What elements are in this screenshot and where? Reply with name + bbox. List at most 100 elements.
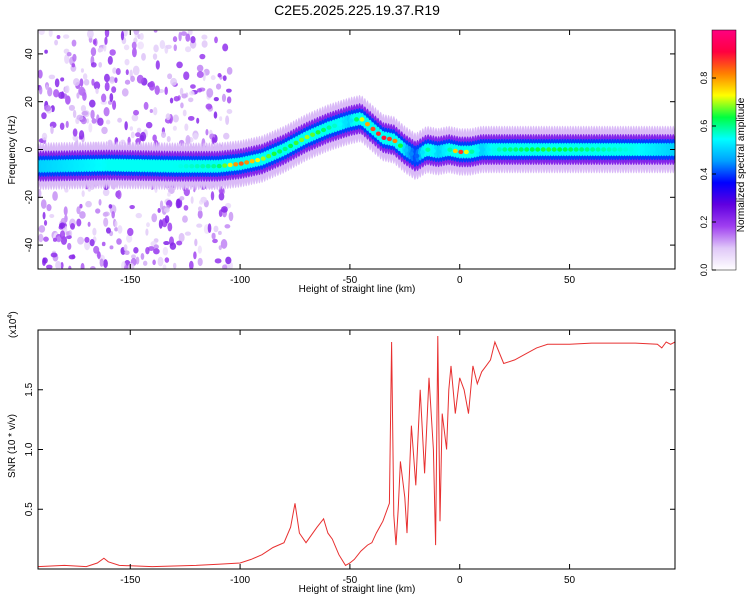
heatmap-noise-cell bbox=[72, 109, 77, 119]
heatmap-noise-cell bbox=[226, 66, 233, 75]
heatmap-noise-cell bbox=[78, 86, 86, 96]
heatmap-noise-cell bbox=[213, 225, 219, 233]
heatmap-noise-cell bbox=[188, 97, 194, 103]
heatmap-noise-cell bbox=[64, 85, 68, 94]
heatmap-peak-cell bbox=[485, 147, 491, 152]
heatmap-noise-cell bbox=[54, 39, 59, 46]
heatmap-noise-cell bbox=[157, 256, 164, 267]
heatmap-noise-cell bbox=[173, 95, 180, 102]
heatmap-peak-cell bbox=[40, 163, 46, 169]
heatmap-noise-cell bbox=[153, 107, 158, 116]
heatmap-noise-cell bbox=[126, 234, 133, 243]
heatmap-noise-cell bbox=[225, 256, 232, 265]
heatmap-peak-cell bbox=[430, 148, 436, 154]
spectrogram-panel: -150 -100 -50 0 50 -40 -20 0 20 40 Height of stra… bbox=[7, 29, 676, 295]
heatmap-peak-cell bbox=[101, 162, 107, 168]
heatmap-noise-cell bbox=[103, 217, 109, 227]
heatmap-noise-cell bbox=[98, 47, 104, 53]
heatmap-noise-cell bbox=[130, 131, 135, 139]
heatmap-noise-cell bbox=[56, 236, 62, 243]
heatmap-noise-cell bbox=[125, 69, 129, 76]
heatmap-peak-cell bbox=[623, 147, 629, 152]
heatmap-noise-cell bbox=[137, 41, 144, 50]
heatmap-noise-cell bbox=[91, 118, 97, 124]
heatmap-noise-cell bbox=[73, 78, 80, 87]
heatmap-noise-cell bbox=[222, 264, 228, 269]
heatmap-noise-cell bbox=[52, 191, 58, 201]
heatmap-noise-cell bbox=[67, 242, 72, 250]
heatmap-peak-cell bbox=[491, 147, 497, 152]
heatmap-noise-cell bbox=[226, 88, 232, 93]
heatmap-noise-cell bbox=[45, 84, 49, 91]
heatmap-noise-cell bbox=[182, 109, 187, 117]
heatmap-noise-cell bbox=[173, 44, 177, 52]
heatmap-noise-cell bbox=[225, 115, 230, 126]
colorbar-tick-label: 0.8 bbox=[699, 72, 709, 85]
heatmap-noise-cell bbox=[182, 215, 188, 223]
colorbar-tick-label: 0.2 bbox=[699, 216, 709, 229]
heatmap-peak-cell bbox=[117, 163, 123, 168]
heatmap-peak-cell bbox=[386, 136, 392, 142]
colorbar-label: Normalized spectral amplitude bbox=[736, 97, 747, 232]
heatmap-noise-cell bbox=[128, 262, 135, 269]
snr-x-tick-label: 50 bbox=[564, 575, 576, 586]
heatmap-peak-cell bbox=[266, 153, 272, 159]
heatmap-noise-cell bbox=[153, 244, 159, 250]
heatmap-noise-cell bbox=[111, 86, 117, 93]
snr-line bbox=[38, 335, 675, 568]
heatmap-noise-cell bbox=[193, 251, 197, 260]
heatmap-peak-cell bbox=[441, 148, 447, 153]
heatmap-noise-cell bbox=[155, 60, 160, 70]
heatmap-peak-cell bbox=[299, 137, 305, 143]
snr-ticks: -150 -100 -50 0 50 0.5 1.0 1.5 bbox=[24, 330, 675, 586]
heatmap-peak-cell bbox=[90, 163, 96, 168]
heatmap-noise-cell bbox=[124, 58, 130, 66]
heatmap-noise-cell bbox=[102, 211, 109, 217]
heatmap-noise-cell bbox=[68, 104, 75, 111]
heatmap-peak-cell bbox=[57, 163, 63, 169]
heatmap-noise-cell bbox=[131, 254, 136, 259]
heatmap-noise-cell bbox=[218, 245, 222, 251]
heatmap-peak-cell bbox=[216, 163, 222, 169]
heatmap-noise-cell bbox=[116, 238, 122, 245]
heatmap-noise-cell bbox=[145, 121, 153, 129]
heatmap-noise-cell bbox=[96, 251, 101, 259]
heatmap-peak-cell bbox=[161, 163, 167, 169]
heatmap-peak-cell bbox=[661, 147, 667, 152]
heatmap-noise-cell bbox=[88, 122, 93, 133]
heatmap-noise-cell bbox=[38, 188, 42, 199]
heatmap-noise-cell bbox=[189, 260, 194, 269]
heatmap-noise-cell bbox=[149, 109, 154, 114]
heatmap-noise-cell bbox=[103, 259, 108, 269]
heatmap-peak-cell bbox=[606, 147, 612, 152]
heatmap-peak-cell bbox=[518, 147, 524, 152]
heatmap-noise-cell bbox=[68, 265, 72, 269]
heatmap-noise-cell bbox=[153, 44, 159, 53]
heatmap-noise-cell bbox=[112, 67, 117, 74]
heatmap-noise-cell bbox=[103, 106, 110, 117]
spectrogram-x-tick-label: -50 bbox=[343, 275, 358, 286]
heatmap-noise-cell bbox=[120, 139, 126, 144]
heatmap-peak-cell bbox=[524, 147, 530, 152]
heatmap-noise-cell bbox=[54, 78, 60, 88]
heatmap-peak-cell bbox=[480, 147, 486, 152]
heatmap-peak-cell bbox=[535, 147, 541, 152]
heatmap-peak-cell bbox=[178, 164, 184, 169]
heatmap-noise-cell bbox=[135, 132, 141, 138]
heatmap-noise-cell bbox=[121, 88, 129, 97]
heatmap-noise-cell bbox=[228, 211, 234, 222]
snr-x-tick-label: -100 bbox=[230, 575, 250, 586]
heatmap-peak-cell bbox=[205, 164, 211, 169]
heatmap-noise-cell bbox=[213, 97, 219, 102]
heatmap-peak-cell bbox=[612, 147, 618, 152]
heatmap-noise-cell bbox=[95, 87, 99, 94]
heatmap-noise-cell bbox=[213, 111, 218, 119]
heatmap-noise-cell bbox=[210, 75, 216, 81]
heatmap-peak-cell bbox=[145, 163, 151, 168]
heatmap-noise-cell bbox=[180, 31, 187, 36]
heatmap-noise-cell bbox=[91, 78, 95, 86]
heatmap-noise-cell bbox=[189, 90, 195, 96]
heatmap-noise-cell bbox=[52, 237, 57, 242]
heatmap-peak-cell bbox=[502, 147, 508, 152]
heatmap-noise-cell bbox=[114, 77, 118, 84]
